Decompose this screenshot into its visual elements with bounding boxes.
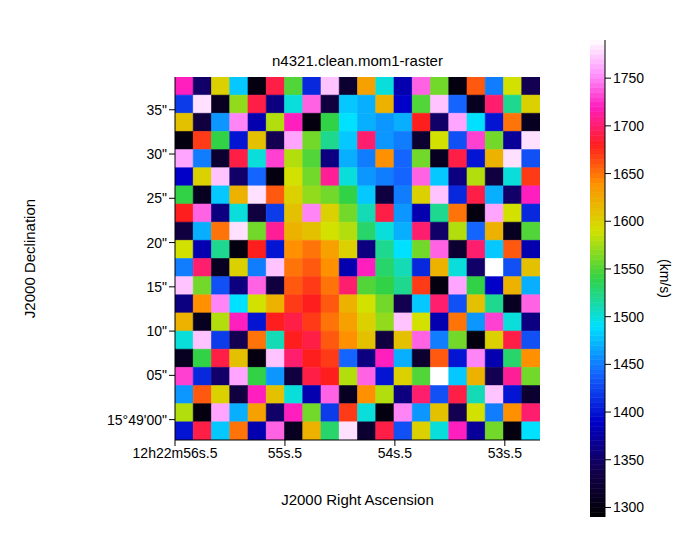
svg-text:1650: 1650 (613, 166, 644, 182)
svg-text:(km/s): (km/s) (657, 259, 673, 298)
svg-text:1450: 1450 (613, 356, 644, 372)
svg-text:1600: 1600 (613, 213, 644, 229)
svg-text:15": 15" (146, 279, 167, 295)
svg-text:10": 10" (146, 323, 167, 339)
svg-text:1750: 1750 (613, 70, 644, 86)
svg-text:1500: 1500 (613, 309, 644, 325)
svg-text:30": 30" (146, 146, 167, 162)
svg-text:54s.5: 54s.5 (378, 445, 412, 461)
svg-text:1550: 1550 (613, 261, 644, 277)
svg-text:35": 35" (146, 102, 167, 118)
html-text:n4321.clean.mom1-raster: n4321.clean.mom1-raster (272, 52, 443, 69)
svg-text:05": 05" (146, 367, 167, 383)
svg-text:55s.5: 55s.5 (268, 445, 302, 461)
svg-text:12h22m56s.5: 12h22m56s.5 (133, 445, 218, 461)
svg-text:25": 25" (146, 190, 167, 206)
svg-text:1400: 1400 (613, 404, 644, 420)
svg-text:J2000 Right Ascension: J2000 Right Ascension (281, 491, 434, 508)
svg-text:J2000 Declination: J2000 Declination (21, 199, 38, 318)
svg-text:53s.5: 53s.5 (488, 445, 522, 461)
svg-text:20": 20" (146, 235, 167, 251)
svg-text:1350: 1350 (613, 452, 644, 468)
svg-text:1300: 1300 (613, 499, 644, 515)
svg-text:15°49'00": 15°49'00" (107, 412, 167, 428)
svg-text:1700: 1700 (613, 118, 644, 134)
